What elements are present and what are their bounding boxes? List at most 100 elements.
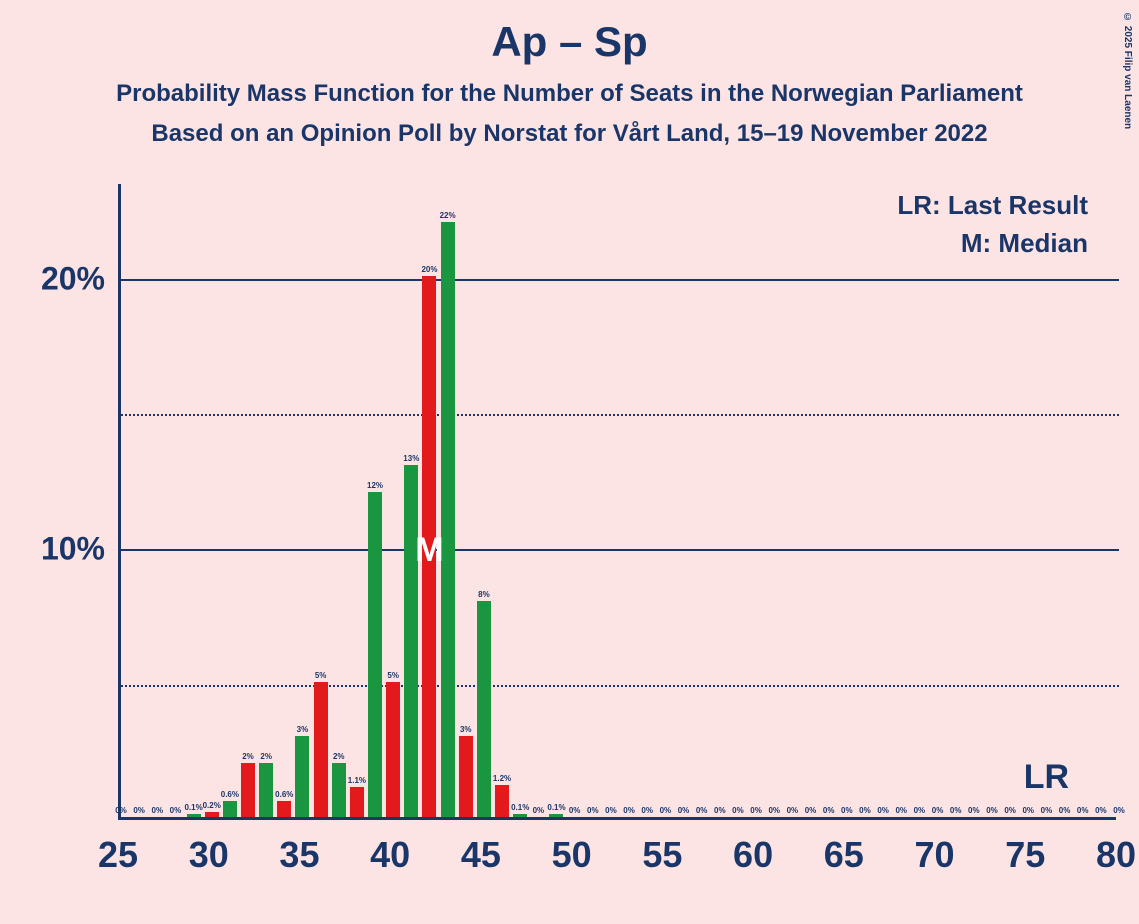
- chart-area: 0%0%0%0%0.1%0.2%0.6%2%2%0.6%3%5%2%1.1%12…: [118, 184, 1116, 820]
- bar-value-label: 0%: [678, 806, 690, 815]
- bar: [241, 763, 255, 817]
- bar-value-label: 0.1%: [511, 803, 529, 812]
- last-result-marker: LR: [1024, 758, 1069, 797]
- bar-value-label: 12%: [367, 481, 383, 490]
- bar: [404, 465, 418, 817]
- bar-value-label: 8%: [478, 590, 490, 599]
- bar-value-label: 0%: [859, 806, 871, 815]
- x-axis-label: 40: [370, 834, 410, 876]
- bar-value-label: 0.1%: [547, 803, 565, 812]
- bar: [205, 812, 219, 817]
- bar-value-label: 0%: [877, 806, 889, 815]
- bar-value-label: 0%: [787, 806, 799, 815]
- chart-subtitle-2: Based on an Opinion Poll by Norstat for …: [0, 120, 1139, 148]
- bar-value-label: 0%: [823, 806, 835, 815]
- bar-value-label: 0.6%: [221, 790, 239, 799]
- bar-value-label: 0%: [1095, 806, 1107, 815]
- x-axis-label: 55: [642, 834, 682, 876]
- bar: [259, 763, 273, 817]
- bar: [495, 785, 509, 817]
- bar-value-label: 0%: [533, 806, 545, 815]
- bar-value-label: 0%: [133, 806, 145, 815]
- bar-value-label: 0%: [587, 806, 599, 815]
- bar-value-label: 22%: [440, 211, 456, 220]
- bar: [459, 736, 473, 817]
- y-axis-label: 20%: [41, 260, 105, 297]
- x-axis-label: 75: [1005, 834, 1045, 876]
- bar-value-label: 0%: [950, 806, 962, 815]
- bar-value-label: 0%: [660, 806, 672, 815]
- bar-value-label: 0%: [1041, 806, 1053, 815]
- y-axis-label: 10%: [41, 531, 105, 568]
- bar-value-label: 1.2%: [493, 774, 511, 783]
- bar-value-label: 0%: [152, 806, 164, 815]
- bar-value-label: 0.6%: [275, 790, 293, 799]
- bar-value-label: 0%: [1077, 806, 1089, 815]
- gridline-major: [121, 279, 1119, 281]
- bar-value-label: 0.2%: [203, 801, 221, 810]
- bar-value-label: 0%: [914, 806, 926, 815]
- bar-value-label: 5%: [315, 671, 327, 680]
- bar: [314, 682, 328, 817]
- bar-value-label: 0%: [170, 806, 182, 815]
- bar-value-label: 0%: [986, 806, 998, 815]
- bar-value-label: 0%: [768, 806, 780, 815]
- chart-subtitle-1: Probability Mass Function for the Number…: [0, 80, 1139, 108]
- bar-value-label: 0%: [841, 806, 853, 815]
- bar-value-label: 0%: [1004, 806, 1016, 815]
- bar: [350, 787, 364, 817]
- x-axis-label: 80: [1096, 834, 1136, 876]
- bar-value-label: 20%: [421, 265, 437, 274]
- bar-value-label: 0%: [932, 806, 944, 815]
- bar-value-label: 0%: [605, 806, 617, 815]
- bar-value-label: 0%: [569, 806, 581, 815]
- bar: [332, 763, 346, 817]
- bar-value-label: 0%: [1059, 806, 1071, 815]
- x-axis-label: 30: [189, 834, 229, 876]
- bar-value-label: 0%: [750, 806, 762, 815]
- bar: [223, 801, 237, 817]
- bar: [386, 682, 400, 817]
- bar-value-label: 1.1%: [348, 776, 366, 785]
- x-axis-label: 25: [98, 834, 138, 876]
- gridline-minor: [121, 685, 1119, 687]
- bar: [549, 814, 563, 817]
- bar-value-label: 0%: [1113, 806, 1125, 815]
- median-marker: M: [415, 531, 443, 570]
- bar-value-label: 0%: [641, 806, 653, 815]
- gridline-major: [121, 549, 1119, 551]
- copyright-text: © 2025 Filip van Laenen: [1122, 12, 1133, 129]
- bar: [477, 601, 491, 818]
- bar-value-label: 0%: [1022, 806, 1034, 815]
- x-axis-label: 50: [552, 834, 592, 876]
- bar-value-label: 0%: [968, 806, 980, 815]
- bar: [368, 492, 382, 817]
- bar-value-label: 2%: [333, 752, 345, 761]
- bar-value-label: 2%: [242, 752, 254, 761]
- bar-value-label: 0%: [696, 806, 708, 815]
- bar: [513, 814, 527, 817]
- gridline-minor: [121, 414, 1119, 416]
- bar-value-label: 0%: [623, 806, 635, 815]
- bar-value-label: 3%: [297, 725, 309, 734]
- plot-area: 0%0%0%0%0.1%0.2%0.6%2%2%0.6%3%5%2%1.1%12…: [118, 184, 1116, 820]
- x-axis-labels: 253035404550556065707580: [118, 828, 1116, 888]
- bar-value-label: 3%: [460, 725, 472, 734]
- bar-value-label: 0%: [714, 806, 726, 815]
- chart-title: Ap – Sp: [0, 0, 1139, 66]
- bar-value-label: 0%: [805, 806, 817, 815]
- bar: [277, 801, 291, 817]
- bar-value-label: 13%: [403, 454, 419, 463]
- bar: [295, 736, 309, 817]
- x-axis-label: 70: [915, 834, 955, 876]
- x-axis-label: 45: [461, 834, 501, 876]
- x-axis-label: 60: [733, 834, 773, 876]
- x-axis-label: 35: [279, 834, 319, 876]
- bar-value-label: 5%: [387, 671, 399, 680]
- bar-value-label: 0%: [895, 806, 907, 815]
- bar-value-label: 0.1%: [184, 803, 202, 812]
- legend-m: M: Median: [961, 228, 1088, 259]
- bar: [441, 222, 455, 817]
- bar-value-label: 2%: [260, 752, 272, 761]
- bar-value-label: 0%: [732, 806, 744, 815]
